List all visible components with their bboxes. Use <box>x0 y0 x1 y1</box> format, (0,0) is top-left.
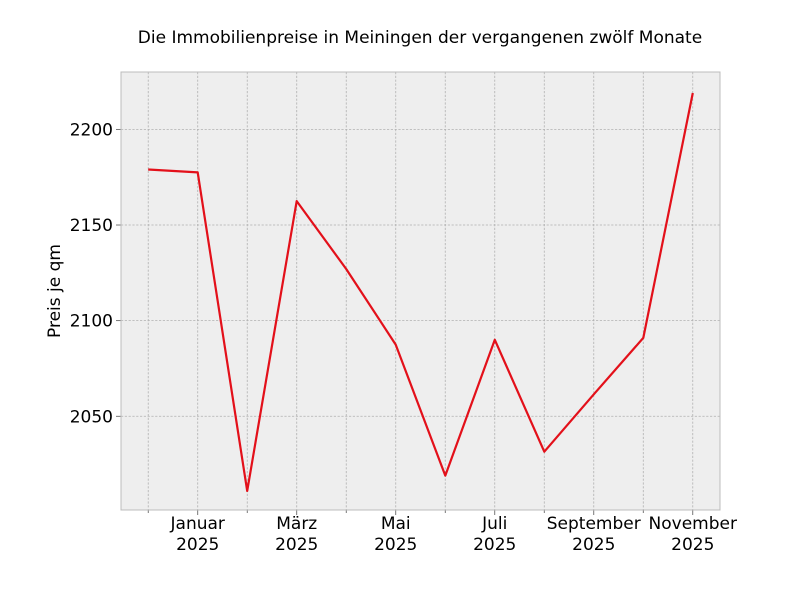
y-tick-label: 2050 <box>70 407 113 427</box>
series-line <box>148 92 694 492</box>
chart-title: Die Immobilienpreise in Meiningen der ve… <box>138 28 702 48</box>
x-tick-label-year: 2025 <box>275 535 318 555</box>
plot-frame <box>120 71 721 511</box>
grid-lines <box>121 72 720 510</box>
x-tick-label-year: 2025 <box>473 535 516 555</box>
x-tick-label-year: 2025 <box>176 535 219 555</box>
x-tick-label: November <box>649 514 737 534</box>
x-tick-label-year: 2025 <box>374 535 417 555</box>
y-tick-label: 2100 <box>70 312 113 332</box>
axis-ticks: 2050210021502200Januar2025März2025Mai202… <box>70 120 737 555</box>
x-tick-label: Januar <box>170 514 225 534</box>
y-tick-label: 2150 <box>70 216 113 236</box>
x-tick-label: September <box>547 514 641 534</box>
x-tick-label: März <box>276 514 317 534</box>
y-axis-label: Preis je qm <box>45 244 65 338</box>
plot-area <box>121 72 720 510</box>
series-layer <box>148 92 694 492</box>
x-tick-label-year: 2025 <box>572 535 615 555</box>
y-tick-label: 2200 <box>70 120 113 140</box>
x-tick-label: Juli <box>481 514 507 534</box>
x-tick-label-year: 2025 <box>671 535 714 555</box>
x-tick-label: Mai <box>381 514 411 534</box>
